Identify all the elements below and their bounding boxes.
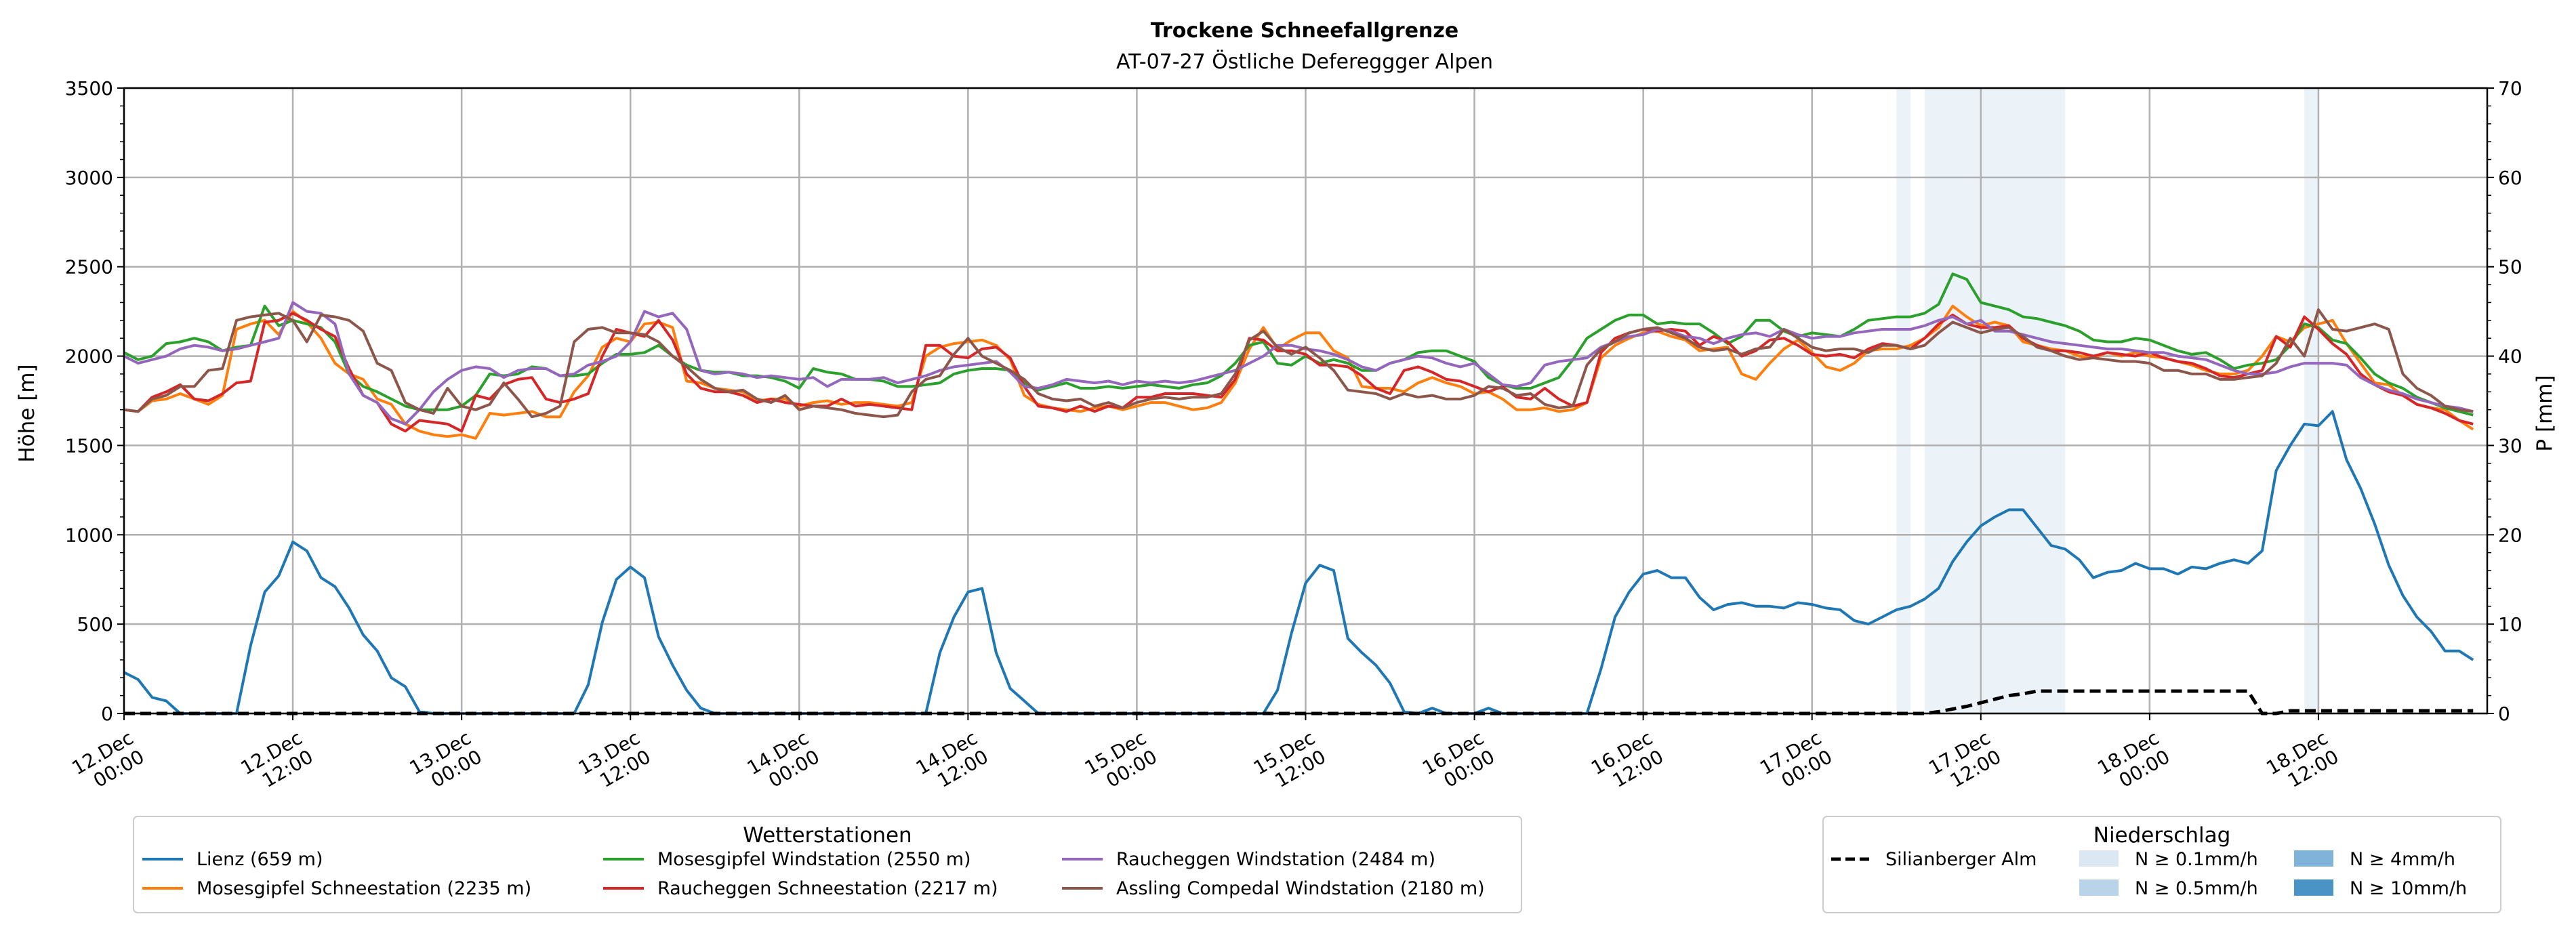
legend-stations-title: Wetterstationen	[743, 823, 912, 848]
precip-band-0	[1896, 88, 1911, 713]
legend-precip-line-label: Silianberger Alm	[1885, 849, 2037, 870]
series-lines	[123, 272, 2474, 716]
legend-stations-label-0: Lienz (659 m)	[197, 849, 323, 870]
axes: 0 500 1000 1500 2000 2500 3000 3500 0 10 20 30 40 50 6…	[65, 77, 2522, 792]
legend-precip-title: Niederschlag	[2093, 823, 2231, 848]
plot-frame	[123, 87, 2489, 715]
legend-precip-swatch-0	[2079, 850, 2119, 867]
legend-stations-label-5: Assling Compedal Windstation (2180 m)	[1116, 878, 1485, 899]
y-tick-label-1000: 1000	[65, 524, 113, 546]
y-tick-label-0: 0	[101, 703, 113, 725]
precip-band-2	[2304, 88, 2318, 713]
series-line-4	[123, 301, 2474, 426]
y2-tick-label-60: 60	[2498, 167, 2522, 189]
legend-precip-label-0: N ≥ 0.1mm/h	[2135, 849, 2258, 870]
legend-stations: Wetterstationen Lienz (659 m) Mosesgipfel …	[133, 816, 1522, 913]
legend-stations-label-1: Mosesgipfel Schneestation (2235 m)	[197, 878, 531, 899]
legend-stations-label-4: Raucheggen Windstation (2484 m)	[1116, 849, 1435, 870]
y2-tick-label-40: 40	[2498, 346, 2522, 368]
legend-precip-label-2: N ≥ 4mm/h	[2350, 849, 2455, 870]
series-line-5	[123, 308, 2474, 419]
y2-tick-label-20: 20	[2498, 524, 2522, 546]
y2-tick-label-50: 50	[2498, 256, 2522, 278]
y2-tick-label-70: 70	[2498, 77, 2522, 100]
chart-title: Trockene Schneefallgrenze	[1151, 19, 1458, 43]
y2-tick-label-10: 10	[2498, 613, 2522, 636]
series-line-1	[123, 304, 2474, 440]
y-tick-label-3500: 3500	[65, 77, 113, 100]
y-tick-label-2000: 2000	[65, 346, 113, 368]
y2-axis-label: P [mm]	[2533, 375, 2557, 451]
y-tick-label-3000: 3000	[65, 167, 113, 189]
legend-stations-label-3: Raucheggen Schneestation (2217 m)	[657, 878, 998, 899]
legend-stations-label-2: Mosesgipfel Windstation (2550 m)	[657, 849, 971, 870]
y-tick-label-500: 500	[77, 613, 113, 636]
legend-precip-label-1: N ≥ 0.5mm/h	[2135, 878, 2258, 899]
legend-precip-swatch-2	[2294, 850, 2333, 867]
y2-tick-label-30: 30	[2498, 434, 2522, 457]
precipitation-bands	[1896, 88, 2318, 713]
precip-band-1	[1924, 88, 2066, 713]
y-axis-label: Höhe [m]	[15, 364, 39, 462]
y-tick-label-2500: 2500	[65, 256, 113, 278]
series-line-3	[123, 312, 2474, 433]
grid-lines	[123, 87, 2487, 715]
y2-tick-label-0: 0	[2498, 703, 2510, 725]
series-line-2	[123, 272, 2474, 417]
y-tick-label-1500: 1500	[65, 434, 113, 457]
precip-line-0	[124, 689, 2474, 716]
legend-stations-frame	[133, 816, 1522, 913]
legend-precip-swatch-1	[2079, 879, 2119, 896]
legend-precipitation: Niederschlag Silianberger Alm N ≥ 0.1mm/h N…	[1822, 816, 2501, 913]
chart-subtitle: AT-07-27 Östliche Defereggger Alpen	[1116, 49, 1493, 74]
legend-precip-swatch-3	[2294, 879, 2333, 896]
series-line-0	[123, 410, 2474, 715]
legend-precip-label-3: N ≥ 10mm/h	[2350, 878, 2467, 899]
